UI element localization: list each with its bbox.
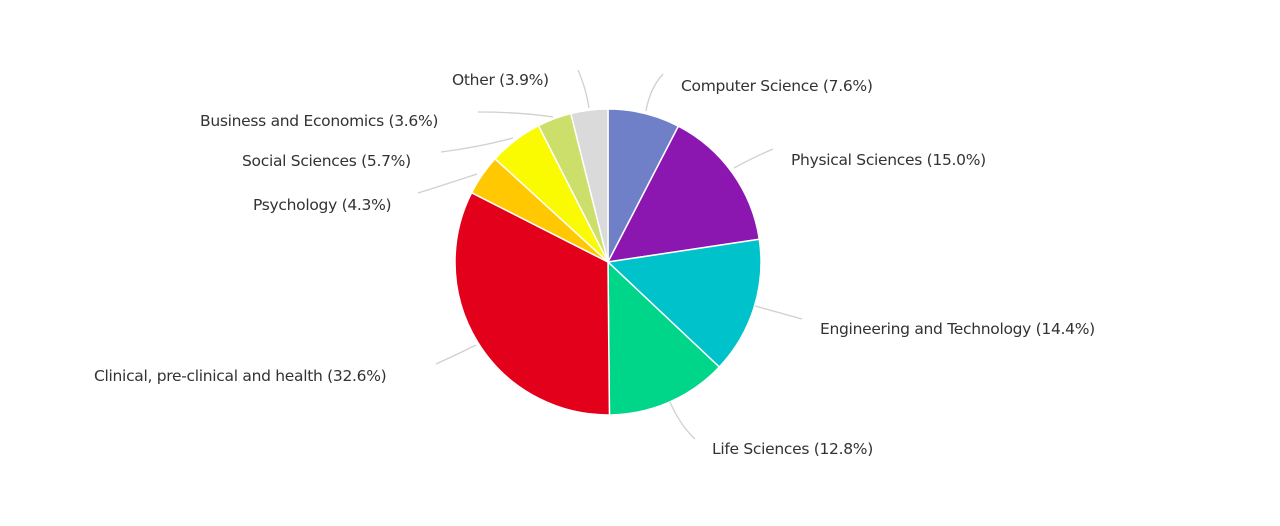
pie-slice-life-sciences xyxy=(607,261,721,416)
label-business: Business and Economics (3.6%) xyxy=(200,112,439,130)
label-clinical: Clinical, pre-clinical and health (32.6%… xyxy=(94,367,387,385)
leader-line-other xyxy=(577,69,590,109)
leader-line-clinical xyxy=(435,344,477,365)
label-psychology: Psychology (4.3%) xyxy=(253,196,392,214)
label-physical-sciences: Physical Sciences (15.0%) xyxy=(791,151,986,169)
label-other: Other (3.9%) xyxy=(452,71,549,89)
label-social-sciences: Social Sciences (5.7%) xyxy=(242,152,411,170)
pie-slices xyxy=(454,108,762,416)
leader-line-life-sciences xyxy=(669,401,696,440)
leader-line-engineering xyxy=(754,305,803,320)
label-engineering: Engineering and Technology (14.4%) xyxy=(820,320,1095,338)
leader-line-psychology xyxy=(417,173,478,194)
pie-slice-physical-sciences xyxy=(607,125,761,263)
leader-line-physical-sciences xyxy=(733,148,774,169)
label-computer-science: Computer Science (7.6%) xyxy=(681,77,873,95)
leader-line-social-sciences xyxy=(440,137,514,153)
label-life-sciences: Life Sciences (12.8%) xyxy=(712,440,873,458)
leader-lines xyxy=(417,69,803,440)
pie-slice-other xyxy=(570,108,609,263)
pie-slice-clinical-pre-clinical-and-health xyxy=(454,191,611,416)
leader-line-computer-science xyxy=(645,73,664,112)
pie-slice-engineering-and-technology xyxy=(607,238,762,368)
leader-line-business xyxy=(477,111,554,118)
